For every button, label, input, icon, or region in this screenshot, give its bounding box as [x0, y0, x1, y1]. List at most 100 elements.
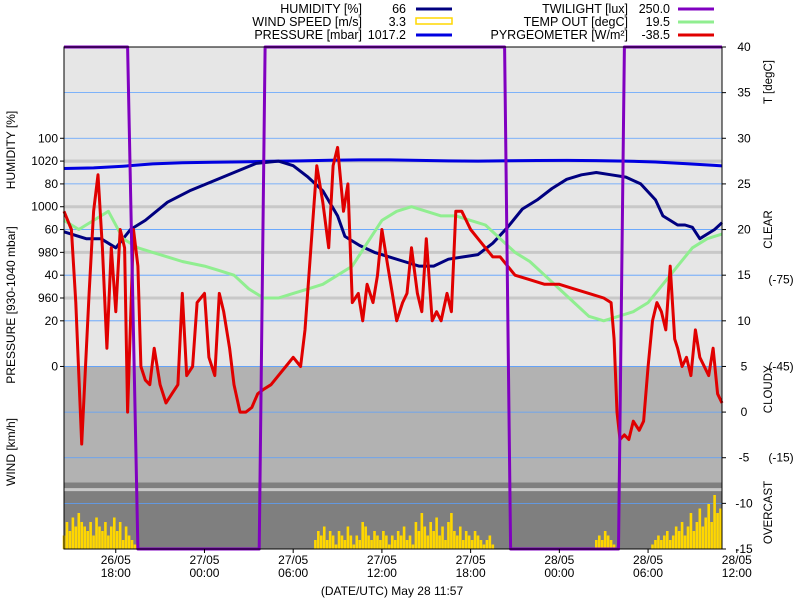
x-tick-time: 18:00 — [101, 566, 131, 580]
left-tick-label: 1000 — [31, 200, 58, 214]
wind-axis-title: WIND [km/h] — [4, 418, 18, 486]
wind-bar — [399, 535, 403, 549]
wind-bar — [370, 540, 373, 549]
wind-bar — [657, 535, 660, 549]
wind-bar — [358, 540, 362, 549]
legend-swatch-wind — [415, 17, 453, 25]
wind-bar — [447, 522, 450, 549]
wind-bar — [110, 526, 113, 549]
wind-bar — [683, 535, 687, 549]
wind-bar — [432, 531, 435, 549]
x-tick-date: 26/05 — [101, 553, 131, 567]
wind-bar — [612, 544, 616, 549]
right-tick-label: -10 — [735, 496, 753, 510]
wind-bar — [660, 540, 663, 549]
wind-bar — [331, 535, 335, 549]
left-tick-label: 100 — [38, 131, 58, 145]
wind-bar — [112, 517, 116, 549]
wind-bar — [325, 540, 329, 549]
left-tick-label: 40 — [45, 268, 59, 282]
right-tick-label: 35 — [737, 86, 751, 100]
wind-bar — [86, 531, 89, 549]
humidity-axis-title: HUMIDITY [%] — [4, 111, 18, 189]
wind-bar — [340, 535, 344, 549]
wind-bar — [322, 526, 326, 549]
x-tick-date: 28/05 — [722, 553, 752, 567]
pyrgeometer-line — [62, 145, 724, 446]
wind-bar — [482, 544, 486, 549]
wind-bar — [408, 535, 412, 549]
wind-bar — [716, 513, 719, 549]
wind-bar — [713, 495, 716, 549]
wind-bar — [701, 526, 705, 549]
legend-label-twilight: TWILIGHT [lux] — [542, 2, 628, 16]
wind-bar — [130, 540, 134, 549]
wind-bar — [414, 522, 418, 549]
wind-bar — [124, 526, 128, 549]
x-tick-date: 27/05 — [456, 553, 486, 567]
wind-bar — [597, 535, 601, 549]
wind-bar — [453, 531, 456, 549]
legend-label-pyrgeometer: PYRGEOMETER [W/m²] — [491, 28, 629, 42]
wind-bar — [456, 535, 459, 549]
sky-condition-label: CLEAR — [763, 210, 775, 248]
wind-bar — [719, 508, 722, 549]
legend-value-pressure: 1017.2 — [368, 28, 406, 42]
wind-bar — [104, 522, 107, 549]
series-lines — [62, 45, 724, 551]
wind-bar — [426, 535, 430, 549]
wind-bar — [121, 540, 125, 549]
wind-bar — [488, 535, 492, 549]
wind-bar — [470, 540, 474, 549]
wind-bar — [385, 535, 388, 549]
left-tick-label: 60 — [45, 223, 59, 237]
wind-bar — [83, 526, 87, 549]
wind-bar — [317, 531, 320, 549]
legend-label-pressure: PRESSURE [mbar] — [254, 28, 362, 42]
wind-bar — [710, 522, 713, 549]
wind-bar — [458, 526, 462, 549]
sky-condition-label: CLOUDY — [763, 365, 775, 413]
wind-bar — [337, 531, 341, 549]
left-tick-label: 20 — [45, 314, 59, 328]
left-tick-label: 0 — [51, 359, 58, 373]
wind-bar — [382, 531, 385, 549]
wind-bar — [479, 540, 483, 549]
wind-bar — [450, 513, 453, 549]
wind-bar — [423, 526, 427, 549]
legend-label-temp: TEMP OUT [degC] — [524, 15, 628, 29]
wind-bar — [420, 513, 424, 549]
wind-bar — [668, 540, 672, 549]
right-tick-label: 25 — [737, 177, 751, 191]
wind-bar — [671, 535, 675, 549]
temperature-axis-title: T [degC] — [763, 60, 775, 104]
wind-bar — [118, 522, 122, 549]
wind-bar — [665, 531, 669, 549]
legend: HUMIDITY [%] 66 WIND SPEED [m/s] 3.3 PRESSUR… — [252, 2, 714, 42]
wind-bar — [680, 522, 684, 549]
wind-bar — [349, 535, 353, 549]
wind-bar — [379, 540, 382, 549]
wind-bar — [390, 535, 394, 549]
wind-bar — [600, 540, 604, 549]
wind-bar — [115, 531, 119, 549]
wind-bar — [609, 540, 613, 549]
legend-value-temp: 19.5 — [646, 15, 670, 29]
wind-bar — [444, 540, 447, 549]
wind-bar — [473, 531, 477, 549]
x-tick-time: 12:00 — [722, 566, 752, 580]
wind-bar — [373, 531, 376, 549]
wind-bar — [438, 535, 441, 549]
x-tick-date: 27/05 — [367, 553, 397, 567]
right-tick-label: 0 — [741, 405, 748, 419]
wind-bar — [376, 535, 379, 549]
wind-bar — [402, 526, 406, 549]
wind-bar — [364, 526, 367, 549]
wind-bar — [101, 531, 104, 549]
wind-bar — [417, 531, 421, 549]
wind-bar — [476, 535, 480, 549]
wind-bar — [695, 522, 699, 549]
x-tick-time: 00:00 — [189, 566, 219, 580]
left-tick-label: 960 — [38, 291, 58, 305]
